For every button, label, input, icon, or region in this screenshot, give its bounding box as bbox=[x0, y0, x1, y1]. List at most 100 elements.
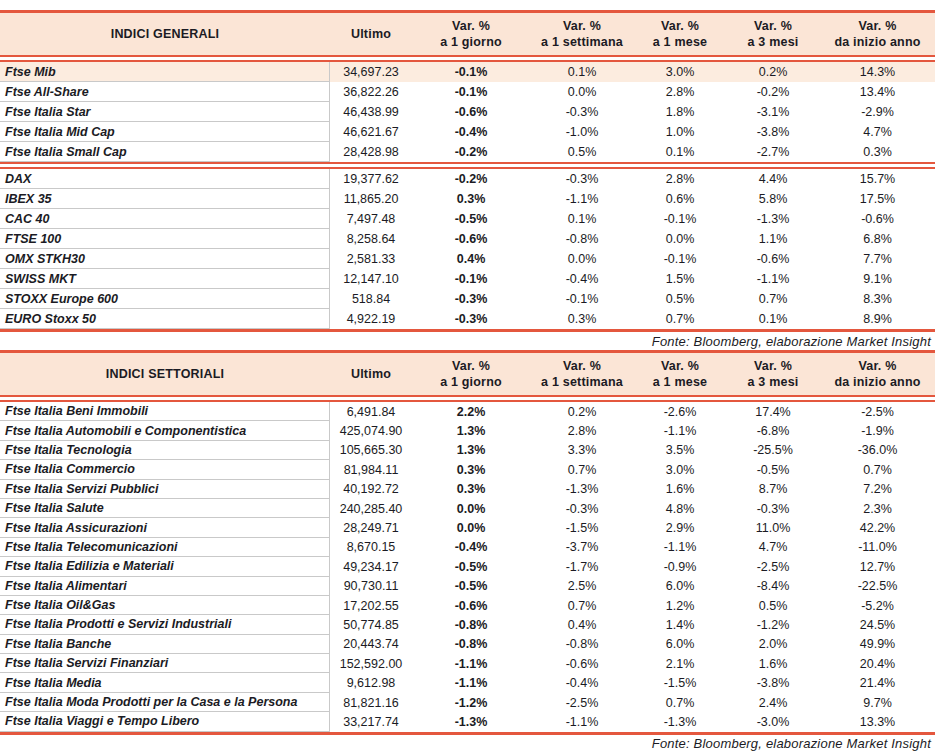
index-name: STOXX Europe 600 bbox=[0, 289, 330, 309]
index-name: Ftse Italia Servizi Finanziari bbox=[0, 654, 330, 673]
var-3-mesi-value: -1.2% bbox=[726, 615, 820, 634]
var-1-settimana-value: 0.3% bbox=[530, 309, 634, 329]
ultimo-value: 81,821.16 bbox=[330, 693, 412, 712]
var-1-settimana-value: -0.3% bbox=[530, 102, 634, 122]
table-header-generali: INDICI GENERALI Ultimo Var. % a 1 giorno… bbox=[0, 13, 935, 55]
var-inizio-anno-value: 20.4% bbox=[820, 654, 935, 673]
var-1-settimana-value: 0.0% bbox=[530, 82, 634, 102]
var-inizio-anno-value: 42.2% bbox=[820, 518, 935, 537]
var-3-mesi-value: -3.0% bbox=[726, 712, 820, 731]
var-1-giorno-value: 1.3% bbox=[412, 441, 530, 460]
var-1-settimana-value: 0.4% bbox=[530, 615, 634, 634]
var-1-mese-value: 4.8% bbox=[634, 499, 726, 518]
var-3-mesi-value: -2.7% bbox=[726, 142, 820, 162]
var-1-settimana-value: -0.4% bbox=[530, 673, 634, 692]
table-row: Ftse Italia Banche 20,443.74 -0.8% -0.8%… bbox=[0, 635, 935, 654]
var-inizio-anno-value: 0.3% bbox=[820, 142, 935, 162]
table-row: Ftse Italia Commercio 81,984.11 0.3% 0.7… bbox=[0, 460, 935, 479]
var-3-mesi-value: -3.8% bbox=[726, 122, 820, 142]
ultimo-value: 49,234.17 bbox=[330, 557, 412, 576]
var-1-settimana-value: 0.5% bbox=[530, 142, 634, 162]
index-name: Ftse Italia Small Cap bbox=[0, 142, 330, 162]
var-3-mesi-value: 0.7% bbox=[726, 289, 820, 309]
var-inizio-anno-value: 24.5% bbox=[820, 615, 935, 634]
header-bottom-rule bbox=[0, 55, 935, 62]
table-row: Ftse Italia Servizi Pubblici 40,192.72 0… bbox=[0, 480, 935, 499]
var-1-mese-value: -1.5% bbox=[634, 673, 726, 692]
var-1-giorno-value: 0.4% bbox=[412, 249, 530, 269]
var-1-giorno-value: 0.3% bbox=[412, 460, 530, 479]
table-row: IBEX 35 11,865.20 0.3% -1.1% 0.6% 5.8% 1… bbox=[0, 189, 935, 209]
var-1-settimana-value: -1.0% bbox=[530, 122, 634, 142]
ultimo-value: 9,612.98 bbox=[330, 673, 412, 692]
var-1-giorno-value: 0.3% bbox=[412, 480, 530, 499]
column-header-var-1-mese: Var. % a 1 mese bbox=[634, 353, 726, 395]
table-row: Ftse Italia Oil&Gas 17,202.55 -0.6% 0.7%… bbox=[0, 596, 935, 615]
var-1-mese-value: 1.8% bbox=[634, 102, 726, 122]
ultimo-value: 8,258.64 bbox=[330, 229, 412, 249]
column-header-var-1-settimana: Var. % a 1 settimana bbox=[530, 353, 634, 395]
var-1-giorno-value: -0.5% bbox=[412, 577, 530, 596]
column-header-line2: a 1 settimana bbox=[541, 374, 623, 390]
var-inizio-anno-value: 13.4% bbox=[820, 82, 935, 102]
ultimo-value: 46,438.99 bbox=[330, 102, 412, 122]
index-name: OMX STKH30 bbox=[0, 249, 330, 269]
var-1-settimana-value: 2.5% bbox=[530, 577, 634, 596]
var-1-mese-value: 3.5% bbox=[634, 441, 726, 460]
var-1-settimana-value: -0.3% bbox=[530, 499, 634, 518]
column-header-line1: Var. % bbox=[754, 18, 792, 34]
var-3-mesi-value: 0.1% bbox=[726, 309, 820, 329]
var-inizio-anno-value: 13.3% bbox=[820, 712, 935, 731]
var-1-settimana-value: 0.2% bbox=[530, 402, 634, 421]
index-name: Ftse Italia Star bbox=[0, 102, 330, 122]
var-3-mesi-value: -2.5% bbox=[726, 557, 820, 576]
table-row: Ftse Italia Telecomunicazioni 8,670.15 -… bbox=[0, 538, 935, 557]
var-1-giorno-value: -0.5% bbox=[412, 557, 530, 576]
var-1-giorno-value: -0.8% bbox=[412, 635, 530, 654]
column-header-line2: a 3 mesi bbox=[748, 374, 799, 390]
var-1-mese-value: 3.0% bbox=[634, 460, 726, 479]
ultimo-value: 4,922.19 bbox=[330, 309, 412, 329]
var-1-giorno-value: 0.0% bbox=[412, 499, 530, 518]
var-1-giorno-value: -0.6% bbox=[412, 102, 530, 122]
ultimo-value: 6,491.84 bbox=[330, 402, 412, 421]
column-header-line1: Var. % bbox=[661, 358, 699, 374]
column-header-line1: Var. % bbox=[754, 358, 792, 374]
source-note: Fonte: Bloomberg, elaborazione Market In… bbox=[0, 332, 935, 350]
var-1-giorno-value: -0.8% bbox=[412, 615, 530, 634]
var-1-mese-value: 1.4% bbox=[634, 615, 726, 634]
table-row: STOXX Europe 600 518.84 -0.3% -0.1% 0.5%… bbox=[0, 289, 935, 309]
ultimo-value: 17,202.55 bbox=[330, 596, 412, 615]
var-3-mesi-value: -25.5% bbox=[726, 441, 820, 460]
table-body-settoriali: Ftse Italia Beni Immobili 6,491.84 2.2% … bbox=[0, 402, 935, 732]
var-1-mese-value: 0.7% bbox=[634, 309, 726, 329]
var-1-giorno-value: 0.0% bbox=[412, 518, 530, 537]
ultimo-value: 19,377.62 bbox=[330, 169, 412, 189]
var-1-mese-value: -1.3% bbox=[634, 712, 726, 731]
var-inizio-anno-value: 6.8% bbox=[820, 229, 935, 249]
column-header-ultimo: Ultimo bbox=[330, 353, 412, 395]
column-header-line2: a 3 mesi bbox=[748, 34, 799, 50]
group-divider-rule bbox=[0, 162, 935, 169]
ultimo-value: 90,730.11 bbox=[330, 577, 412, 596]
var-1-settimana-value: 0.1% bbox=[530, 62, 634, 82]
index-name: Ftse Italia Automobili e Componentistica bbox=[0, 421, 330, 440]
index-name: Ftse All-Share bbox=[0, 82, 330, 102]
index-name: SWISS MKT bbox=[0, 269, 330, 289]
var-1-settimana-value: -1.3% bbox=[530, 480, 634, 499]
market-report-page: INDICI GENERALI Ultimo Var. % a 1 giorno… bbox=[0, 0, 935, 756]
var-inizio-anno-value: 7.7% bbox=[820, 249, 935, 269]
var-inizio-anno-value: -2.9% bbox=[820, 102, 935, 122]
index-name: Ftse Mib bbox=[0, 62, 330, 82]
table-indici-generali: INDICI GENERALI Ultimo Var. % a 1 giorno… bbox=[0, 10, 935, 332]
var-3-mesi-value: 1.1% bbox=[726, 229, 820, 249]
index-name: Ftse Italia Moda Prodotti per la Casa e … bbox=[0, 693, 330, 712]
table-row: Ftse Mib 34,697.23 -0.1% 0.1% 3.0% 0.2% … bbox=[0, 62, 935, 82]
table-row: OMX STKH30 2,581.33 0.4% 0.0% -0.1% -0.6… bbox=[0, 249, 935, 269]
source-note: Fonte: Bloomberg, elaborazione Market In… bbox=[0, 735, 935, 753]
var-inizio-anno-value: 2.3% bbox=[820, 499, 935, 518]
var-1-settimana-value: 0.7% bbox=[530, 460, 634, 479]
var-1-mese-value: -0.9% bbox=[634, 557, 726, 576]
column-header-line1: Var. % bbox=[661, 18, 699, 34]
var-1-settimana-value: 0.7% bbox=[530, 596, 634, 615]
